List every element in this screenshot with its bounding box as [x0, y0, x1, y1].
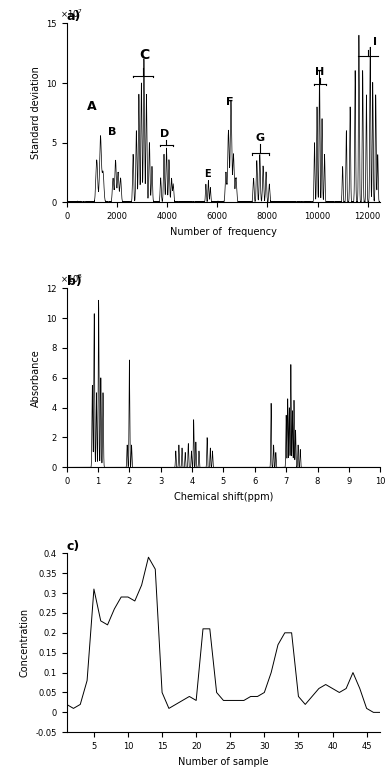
Text: b): b) [67, 275, 82, 288]
Text: C: C [139, 48, 149, 62]
Text: H: H [316, 67, 325, 77]
Text: A: A [87, 100, 96, 113]
Text: B: B [108, 127, 116, 137]
Text: E: E [204, 168, 211, 178]
Text: $\times10^8$: $\times10^8$ [60, 273, 83, 285]
Y-axis label: Absorbance: Absorbance [31, 349, 41, 407]
Text: F: F [226, 97, 234, 107]
X-axis label: Number of  frequency: Number of frequency [170, 227, 277, 237]
Text: c): c) [67, 541, 80, 553]
Y-axis label: Concentration: Concentration [20, 608, 30, 677]
Text: a): a) [67, 10, 81, 23]
X-axis label: Number of sample: Number of sample [178, 756, 269, 767]
Text: $\times10^7$: $\times10^7$ [60, 7, 83, 19]
X-axis label: Chemical shift(ppm): Chemical shift(ppm) [174, 492, 273, 502]
Text: G: G [255, 132, 264, 143]
Y-axis label: Standard deviation: Standard deviation [31, 66, 41, 160]
Text: D: D [160, 129, 169, 139]
Text: I: I [373, 37, 377, 48]
